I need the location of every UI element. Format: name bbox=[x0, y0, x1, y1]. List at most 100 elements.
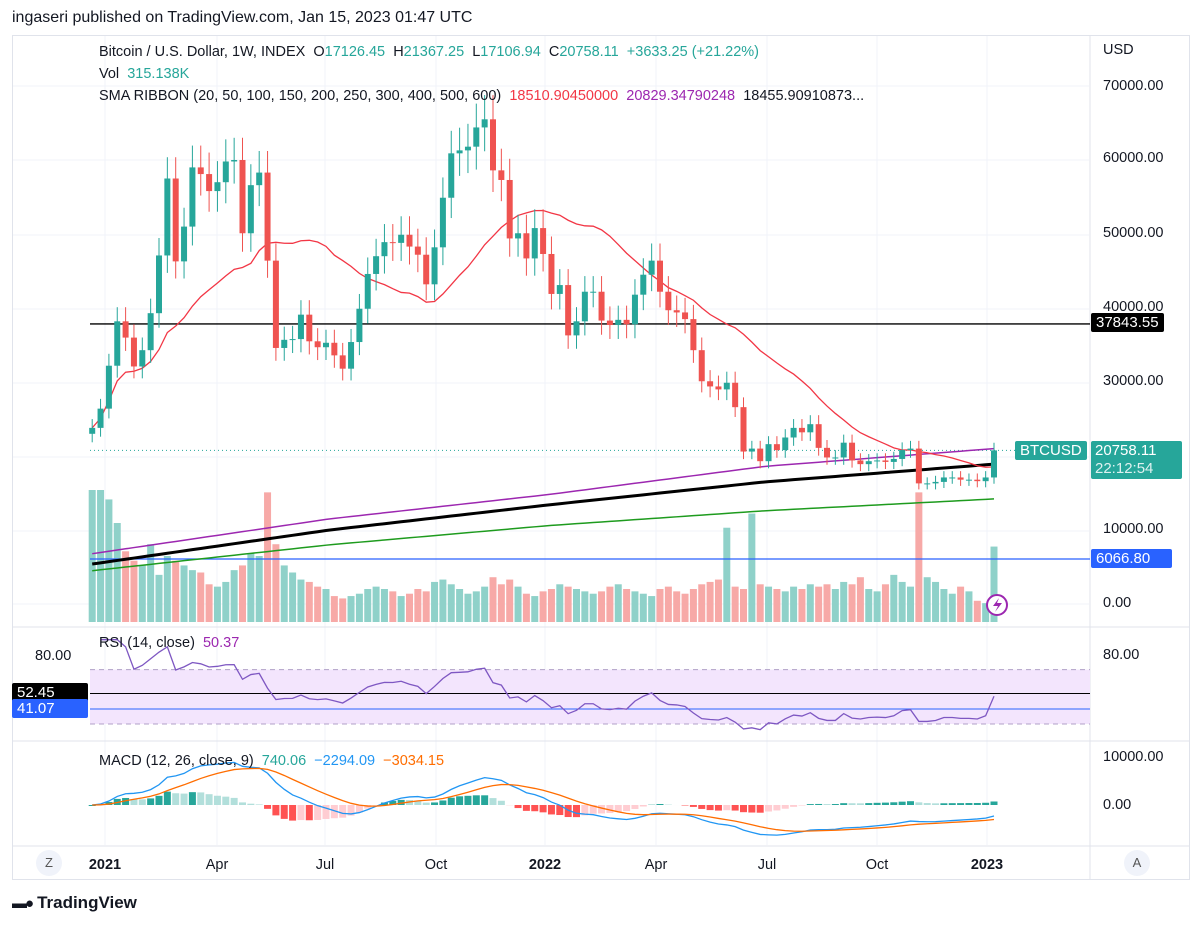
macd-histogram-bar bbox=[314, 805, 322, 820]
volume-bar bbox=[138, 565, 146, 622]
candle-body bbox=[957, 477, 964, 480]
volume-bar bbox=[122, 551, 130, 622]
macd-histogram-bar bbox=[180, 793, 188, 805]
candle-body bbox=[414, 246, 421, 255]
blue-line-tag: 6066.80 bbox=[1091, 549, 1172, 568]
volume-bar bbox=[706, 581, 714, 622]
macd-histogram-bar bbox=[497, 800, 505, 805]
volume-label[interactable]: Vol bbox=[99, 66, 120, 82]
candle-body bbox=[490, 119, 496, 171]
candle-body bbox=[673, 310, 680, 313]
auto-scale-z-button[interactable]: Z bbox=[36, 850, 62, 876]
candle-body bbox=[181, 226, 188, 262]
close-value: 20758.11 bbox=[559, 44, 619, 60]
footer-brand: ▬● TradingView bbox=[12, 893, 137, 913]
candle-body bbox=[782, 437, 789, 451]
x-axis-label: Jul bbox=[315, 857, 335, 873]
macd-histogram-bar bbox=[222, 796, 230, 805]
macd-histogram-bar bbox=[239, 802, 246, 805]
macd-label[interactable]: MACD (12, 26, close, 9) bbox=[99, 753, 254, 769]
rsi-legend: RSI (14, close) 50.37 bbox=[99, 635, 239, 651]
macd-histogram-bar bbox=[355, 805, 363, 813]
last-price: 20758.11 bbox=[1095, 442, 1157, 459]
volume-bar bbox=[740, 589, 747, 622]
tradingview-logo-icon: ▬● bbox=[12, 894, 34, 912]
low-label: L bbox=[472, 44, 481, 60]
macd-histogram-bar bbox=[247, 803, 255, 805]
volume-bar bbox=[556, 584, 564, 622]
macd-histogram-bar bbox=[481, 795, 489, 805]
macd-histogram-bar bbox=[205, 794, 213, 805]
macd-histogram-bar bbox=[564, 805, 572, 818]
hline-price-tag: 37843.55 bbox=[1091, 313, 1164, 332]
volume-bar bbox=[155, 574, 163, 622]
macd-histogram-bar bbox=[255, 804, 263, 805]
candle-body bbox=[556, 285, 563, 294]
macd-histogram-bar bbox=[598, 805, 606, 814]
candle-body bbox=[907, 448, 914, 451]
volume-bar bbox=[806, 584, 814, 622]
candle-body bbox=[531, 228, 538, 259]
candle-body bbox=[398, 234, 405, 243]
volume-bar bbox=[264, 492, 272, 622]
symbol-tag[interactable]: BTCUSD bbox=[1015, 441, 1087, 460]
macd-histogram-bar bbox=[464, 795, 472, 805]
volume-bar bbox=[188, 570, 196, 622]
rsi-label[interactable]: RSI (14, close) bbox=[99, 635, 195, 651]
candle-body bbox=[690, 319, 697, 351]
auto-scale-a-button[interactable]: A bbox=[1124, 850, 1150, 876]
sma-line-purple bbox=[92, 447, 995, 555]
candle-body bbox=[657, 260, 663, 292]
candle-body bbox=[865, 461, 872, 465]
candle-body bbox=[431, 247, 438, 285]
currency-label: USD bbox=[1103, 42, 1134, 58]
macd-histogram-bar bbox=[706, 805, 714, 811]
chart-frame[interactable] bbox=[12, 35, 1190, 880]
macd-histogram-bar bbox=[731, 805, 739, 811]
candle-body bbox=[590, 291, 597, 293]
candle-body bbox=[924, 483, 931, 485]
macd-histogram-bar bbox=[447, 797, 455, 805]
macd-histogram-bar bbox=[790, 805, 798, 807]
volume-bar bbox=[197, 572, 205, 622]
x-axis-label: 2022 bbox=[528, 857, 562, 873]
candle-body bbox=[464, 146, 471, 151]
macd-histogram-bar bbox=[748, 805, 756, 813]
volume-bar bbox=[681, 593, 689, 622]
open-label: O bbox=[313, 44, 325, 60]
volume-bar bbox=[664, 586, 672, 622]
macd-histogram-bar bbox=[531, 805, 539, 812]
macd-histogram-bar bbox=[823, 804, 831, 805]
candle-body bbox=[89, 427, 96, 434]
macd-histogram-bar bbox=[431, 802, 439, 805]
candle-body bbox=[439, 197, 446, 248]
high-value: 21367.25 bbox=[403, 44, 465, 60]
volume-bar bbox=[790, 586, 798, 622]
rsi-left-tick: 80.00 bbox=[35, 648, 72, 664]
candle-body bbox=[114, 321, 121, 366]
candle-body bbox=[323, 342, 329, 348]
x-axis-label: Apr bbox=[205, 857, 229, 873]
rsi-tag-1: 52.45 bbox=[12, 683, 88, 702]
change-value: +3633.25 (+21.22%) bbox=[626, 44, 760, 60]
candle-body bbox=[281, 339, 288, 348]
candle-body bbox=[448, 153, 455, 198]
volume-bar bbox=[314, 586, 322, 622]
macd-value: −2294.09 bbox=[314, 753, 376, 769]
symbol-name[interactable]: Bitcoin / U.S. Dollar, 1W, INDEX bbox=[99, 44, 306, 60]
volume-bar bbox=[464, 593, 472, 622]
candle-body bbox=[790, 427, 797, 438]
volume-bar bbox=[823, 584, 831, 622]
volume-bar bbox=[255, 556, 263, 622]
macd-histogram-bar bbox=[172, 793, 180, 805]
volume-bar bbox=[656, 589, 664, 622]
sma-label[interactable]: SMA RIBBON (20, 50, 100, 150, 200, 250, … bbox=[99, 88, 502, 104]
macd-histogram-bar bbox=[982, 802, 990, 805]
macd-histogram-bar bbox=[806, 804, 814, 805]
candle-body bbox=[631, 294, 638, 325]
macd-histogram-bar bbox=[698, 805, 706, 809]
rsi-band bbox=[90, 669, 1090, 724]
x-axis-label: Jul bbox=[757, 857, 777, 873]
macd-tick: 0.00 bbox=[1103, 797, 1132, 813]
